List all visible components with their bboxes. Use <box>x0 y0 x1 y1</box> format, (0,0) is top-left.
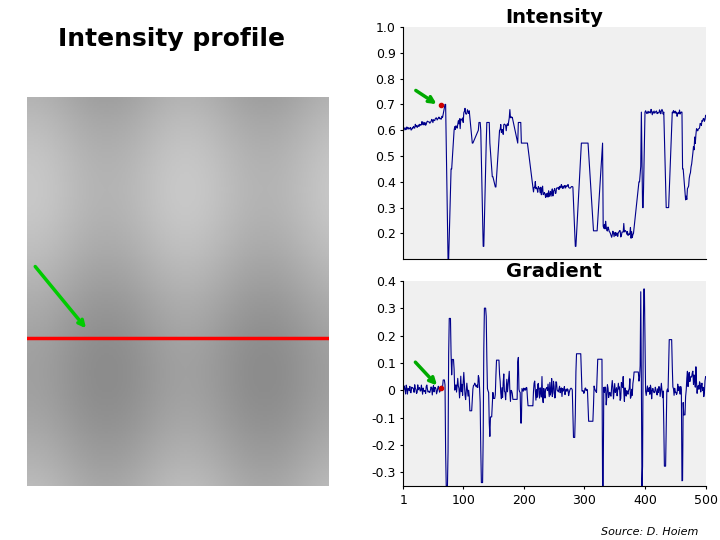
Text: Source: D. Hoiem: Source: D. Hoiem <box>601 527 698 537</box>
Title: Gradient: Gradient <box>506 262 603 281</box>
Text: Intensity profile: Intensity profile <box>58 27 285 51</box>
Title: Intensity: Intensity <box>505 8 603 27</box>
